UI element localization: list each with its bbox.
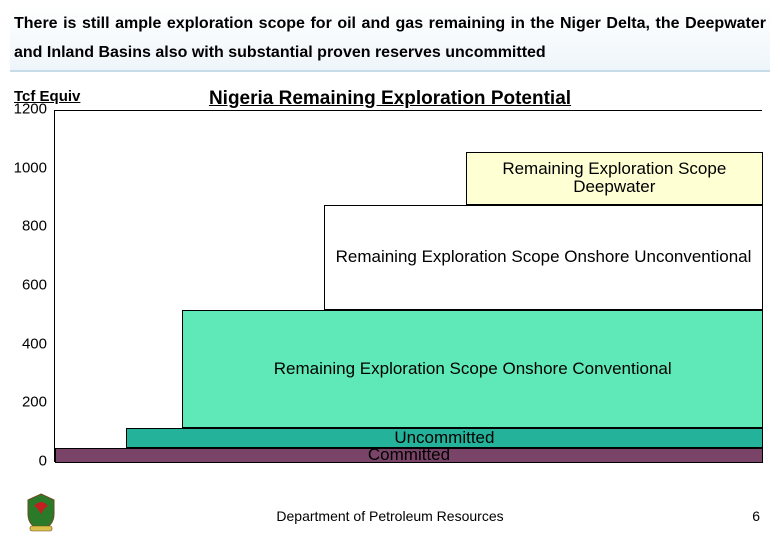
stacked-chart: 020040060080010001200CommittedUncommitte… — [54, 110, 762, 462]
chart-segment-onshore-conv: Remaining Exploration Scope Onshore Conv… — [182, 310, 763, 427]
y-tick-label: 0 — [39, 453, 55, 470]
chart-segment-deepwater: Remaining Exploration Scope Deepwater — [466, 152, 763, 205]
y-tick-label: 200 — [22, 394, 55, 411]
chart-segment-label: Remaining Exploration Scope Onshore Unco… — [336, 248, 752, 267]
y-tick-label: 800 — [22, 218, 55, 235]
y-tick-label: 1200 — [14, 101, 55, 118]
chart-segment-committed: Committed — [55, 448, 763, 463]
chart-segment-label: Remaining Exploration Scope Onshore Conv… — [274, 360, 672, 379]
chart-segment-label: Remaining Exploration Scope Deepwater — [467, 160, 762, 197]
chart-segment-uncommitted: Uncommitted — [126, 428, 763, 449]
slide-root: There is still ample exploration scope f… — [0, 0, 780, 540]
header-text: There is still ample exploration scope f… — [14, 10, 766, 68]
y-tick-label: 600 — [22, 277, 55, 294]
chart-segment-onshore-unconv: Remaining Exploration Scope Onshore Unco… — [324, 205, 763, 311]
chart-segment-label: Committed — [368, 448, 450, 463]
y-tick-label: 1000 — [14, 159, 55, 176]
page-number: 6 — [752, 508, 760, 524]
footer-organization: Department of Petroleum Resources — [0, 508, 780, 524]
chart-title: Nigeria Remaining Exploration Potential — [0, 88, 780, 110]
chart-segment-label: Uncommitted — [394, 429, 494, 448]
y-tick-label: 400 — [22, 335, 55, 352]
